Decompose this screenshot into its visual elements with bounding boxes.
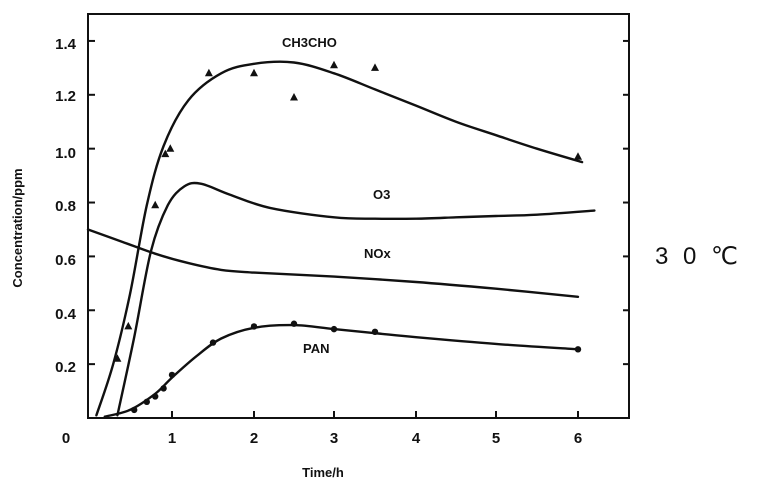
data-point-ch3cho — [290, 93, 298, 101]
data-point-ch3cho — [574, 152, 582, 160]
data-point-ch3cho — [113, 354, 122, 362]
data-point-pan — [574, 346, 582, 353]
data-point-pan — [168, 371, 176, 379]
y-tick-label-0.4: 0.4 — [55, 306, 77, 323]
x-tick-label-3: 3 — [330, 430, 338, 447]
data-point-ch3cho — [204, 68, 213, 77]
data-markers — [113, 60, 582, 414]
x-axis-title: Time/h — [302, 465, 344, 480]
y-axis-title: Concentration/ppm — [10, 168, 25, 287]
y-tick-label-0.6: 0.6 — [55, 252, 76, 269]
series-label-pan: PAN — [303, 341, 329, 356]
data-point-ch3cho — [371, 63, 379, 71]
series-line-o3 — [116, 181, 596, 417]
y-tick-label-1.4: 1.4 — [55, 36, 77, 53]
series-line-nox — [86, 228, 580, 298]
axis-ticks — [88, 39, 629, 418]
series-curves — [86, 60, 596, 418]
series-label-ch3cho: CH3CHO — [282, 35, 337, 50]
plot-frame — [87, 13, 630, 419]
data-point-pan — [250, 323, 258, 330]
series-line-pan — [103, 323, 580, 418]
data-point-pan — [152, 393, 159, 400]
data-point-ch3cho — [250, 68, 258, 77]
data-point-ch3cho — [161, 149, 170, 158]
data-point-ch3cho — [166, 144, 175, 152]
x-tick-label-1: 1 — [168, 430, 176, 447]
series-label-o3: O3 — [373, 187, 390, 202]
data-point-pan — [160, 385, 167, 392]
data-point-ch3cho — [151, 200, 160, 209]
data-point-pan — [330, 325, 338, 333]
x-tick-label-0: 0 — [62, 430, 70, 447]
y-tick-label-1.2: 1.2 — [55, 88, 76, 105]
data-point-pan — [143, 398, 150, 406]
y-tick-label-1.0: 1.0 — [55, 145, 76, 162]
y-tick-label-0.2: 0.2 — [55, 359, 76, 376]
x-tick-label-6: 6 — [574, 430, 582, 447]
x-tick-label-5: 5 — [492, 430, 500, 447]
data-point-pan — [290, 320, 298, 327]
x-tick-label-4: 4 — [412, 430, 421, 447]
data-point-pan — [209, 339, 217, 346]
data-point-ch3cho — [330, 60, 338, 69]
x-tick-label-2: 2 — [250, 430, 258, 447]
y-tick-label-0.8: 0.8 — [55, 198, 76, 215]
data-point-ch3cho — [124, 321, 133, 330]
data-point-pan — [371, 328, 379, 336]
data-point-pan — [131, 406, 138, 414]
series-label-nox: NOx — [364, 246, 392, 261]
series-line-ch3cho — [95, 60, 584, 417]
temperature-label: 3 0 ℃ — [655, 243, 742, 270]
